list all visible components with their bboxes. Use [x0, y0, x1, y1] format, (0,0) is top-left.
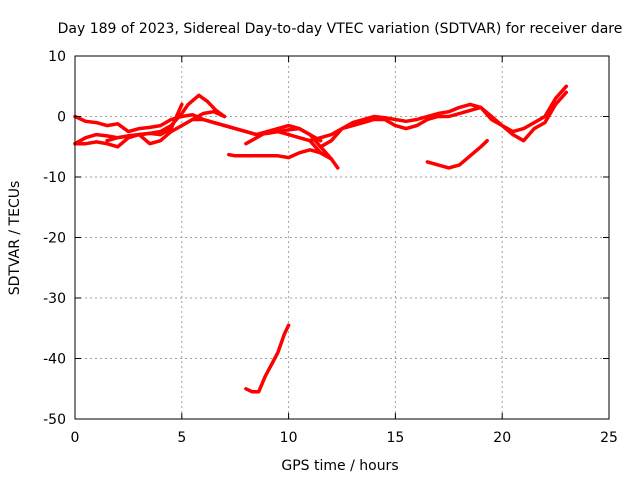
grid-layer	[75, 56, 609, 419]
x-tick-label: 15	[386, 430, 404, 446]
y-tick-label: -50	[43, 412, 66, 428]
series-line-arc-11	[244, 323, 291, 394]
series-line-arc-5	[190, 117, 340, 170]
x-tick-label: 20	[493, 430, 511, 446]
y-tick-label: -40	[43, 352, 66, 368]
series-line-arc-10	[425, 138, 489, 170]
series-line-arc-6	[244, 126, 323, 146]
chart-title: Day 189 of 2023, Sidereal Day-to-day VTE…	[58, 21, 623, 37]
x-axis-label: GPS time / hours	[281, 458, 398, 474]
series-line-arc-2	[73, 109, 227, 149]
y-tick-label: 0	[57, 110, 66, 126]
y-tick-label: -20	[43, 231, 66, 247]
x-tick-label: 10	[280, 430, 298, 446]
y-tick-label: -10	[43, 170, 66, 186]
series-line-arc-4	[105, 102, 184, 143]
y-tick-label: 10	[48, 49, 66, 65]
series-line-arc-8	[308, 84, 569, 143]
x-tick-label: 0	[71, 430, 80, 446]
y-axis-label: SDTVAR / TECUs	[7, 181, 23, 296]
series-layer	[73, 84, 569, 394]
y-tick-label: -30	[43, 291, 66, 307]
series-line-arc-7	[227, 148, 334, 161]
series-line-arc-9	[318, 90, 569, 149]
tick-layer: 0 5 10 15 20 25 -50 -40 -30 -20 -10 0 10	[43, 49, 618, 446]
x-tick-label: 5	[177, 430, 186, 446]
x-tick-label: 25	[600, 430, 618, 446]
